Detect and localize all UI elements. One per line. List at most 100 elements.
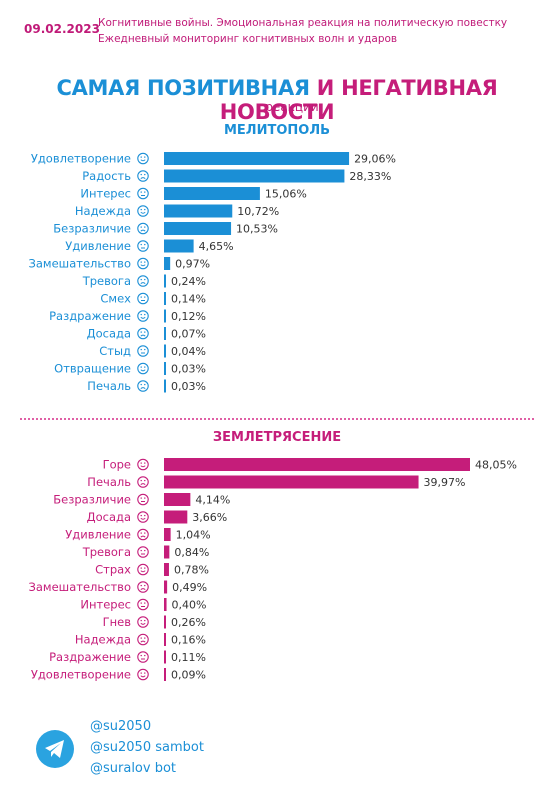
header: 09.02.2023 Когнитивные войны. Эмоциональ…: [0, 0, 554, 60]
value-label: 3,66%: [192, 511, 227, 524]
interest-icon: [137, 187, 149, 200]
grief-icon: [137, 458, 149, 471]
smile-icon: [137, 668, 149, 681]
value-label: 28,33%: [349, 170, 391, 183]
vexed-icon: [137, 327, 149, 340]
annoyed-icon: [137, 310, 149, 322]
value-label: 0,26%: [171, 616, 206, 629]
chart-2-title: ЗЕМЛЕТРЯСЕНИЕ: [212, 430, 342, 445]
category-label: Страх: [95, 563, 131, 577]
footer-handle-1[interactable]: @su2050: [90, 719, 152, 734]
value-label: 0,03%: [171, 380, 206, 393]
value-label: 10,72%: [237, 205, 279, 218]
surprise-icon: [137, 240, 149, 252]
value-label: 0,49%: [172, 581, 207, 594]
category-label: Раздражение: [49, 650, 131, 664]
surprise-icon: [137, 528, 149, 541]
category-label: Надежда: [75, 204, 131, 218]
value-label: 29,06%: [354, 153, 396, 166]
bar: [164, 239, 194, 253]
anger-icon: [137, 616, 149, 628]
value-label: 39,97%: [424, 476, 466, 489]
value-label: 0,14%: [171, 293, 206, 306]
category-label: Удивление: [65, 528, 131, 542]
bar: [164, 633, 166, 646]
neutral-icon: [137, 493, 149, 506]
value-label: 0,24%: [171, 275, 206, 288]
value-label: 0,04%: [171, 345, 206, 358]
title-part-2: И НЕГАТИВНАЯ НОВОСТИ: [219, 76, 498, 124]
sad-icon: [137, 380, 149, 392]
chart-earthquake: Горе 48,05% Печаль 39,97% Безразличие 4,14% До…: [29, 458, 517, 682]
bar: [164, 650, 166, 664]
bar: [164, 528, 171, 541]
bar: [164, 187, 260, 200]
value-label: 0,97%: [175, 258, 210, 271]
telegram-plane-icon: [45, 740, 64, 758]
category-label: Горе: [103, 458, 131, 472]
category-label: Безразличие: [53, 493, 131, 507]
header-line-1: Когнитивные войны. Эмоциональная реакция…: [98, 17, 508, 29]
page-title: САМАЯ ПОЗИТИВНАЯ И НЕГАТИВНАЯ НОВОСТИ: [0, 76, 554, 124]
footer-handle-2[interactable]: @su2050 sambot: [90, 740, 204, 755]
title-part-1: САМАЯ ПОЗИТИВНАЯ: [56, 76, 310, 100]
bar: [164, 257, 171, 270]
value-label: 1,04%: [176, 529, 211, 542]
sad-icon: [137, 476, 149, 488]
bar: [164, 475, 419, 489]
value-label: 0,84%: [174, 546, 209, 559]
bar: [164, 292, 166, 305]
category-label: Замешательство: [29, 580, 131, 594]
bar: [164, 563, 169, 576]
bar: [164, 309, 166, 323]
footer-handle-3[interactable]: @suralov bot: [90, 761, 177, 776]
bar: [164, 327, 166, 340]
category-label: Досада: [87, 327, 131, 341]
bar: [164, 204, 233, 218]
disgust-icon: [137, 362, 149, 375]
category-label: Надежда: [75, 633, 131, 647]
interest-icon: [137, 598, 149, 611]
joy-icon: [137, 170, 149, 182]
value-label: 4,65%: [199, 240, 234, 253]
hope-icon: [137, 205, 149, 217]
bar: [164, 493, 191, 506]
category-label: Интерес: [80, 187, 131, 201]
category-label: Стыд: [99, 344, 131, 358]
category-label: Безразличие: [53, 222, 131, 236]
confused-icon: [137, 581, 149, 593]
hope-icon: [137, 633, 149, 646]
value-label: 0,03%: [171, 363, 206, 376]
bar: [164, 152, 350, 165]
bar: [164, 379, 166, 393]
bar: [164, 668, 166, 681]
value-label: 0,07%: [171, 328, 206, 341]
category-label: Досада: [87, 510, 131, 524]
category-label: Печаль: [87, 379, 131, 393]
bar: [164, 615, 166, 629]
bar: [164, 458, 470, 471]
value-label: 0,40%: [172, 599, 207, 612]
chart-1-title: МЕЛИТОПОЛЬ: [223, 123, 331, 138]
value-label: 0,12%: [171, 310, 206, 323]
shame-icon: [137, 345, 149, 357]
neutral-icon: [137, 222, 149, 235]
fear-icon: [137, 563, 149, 576]
value-label: 0,16%: [171, 634, 206, 647]
report-date: 09.02.2023: [24, 22, 100, 36]
telegram-icon[interactable]: [36, 730, 74, 768]
category-label: Гнев: [103, 615, 132, 629]
worried-icon: [137, 546, 149, 558]
category-label: Смех: [100, 292, 131, 306]
bar: [164, 362, 166, 375]
confused-icon: [137, 257, 149, 270]
category-label: Раздражение: [49, 309, 131, 323]
value-label: 4,14%: [195, 494, 230, 507]
bar: [164, 580, 168, 594]
bar: [164, 169, 345, 183]
bar: [164, 222, 232, 235]
worried-icon: [137, 275, 149, 287]
laugh-icon: [137, 292, 149, 305]
category-label: Тревога: [82, 274, 131, 288]
value-label: 15,06%: [265, 188, 307, 201]
